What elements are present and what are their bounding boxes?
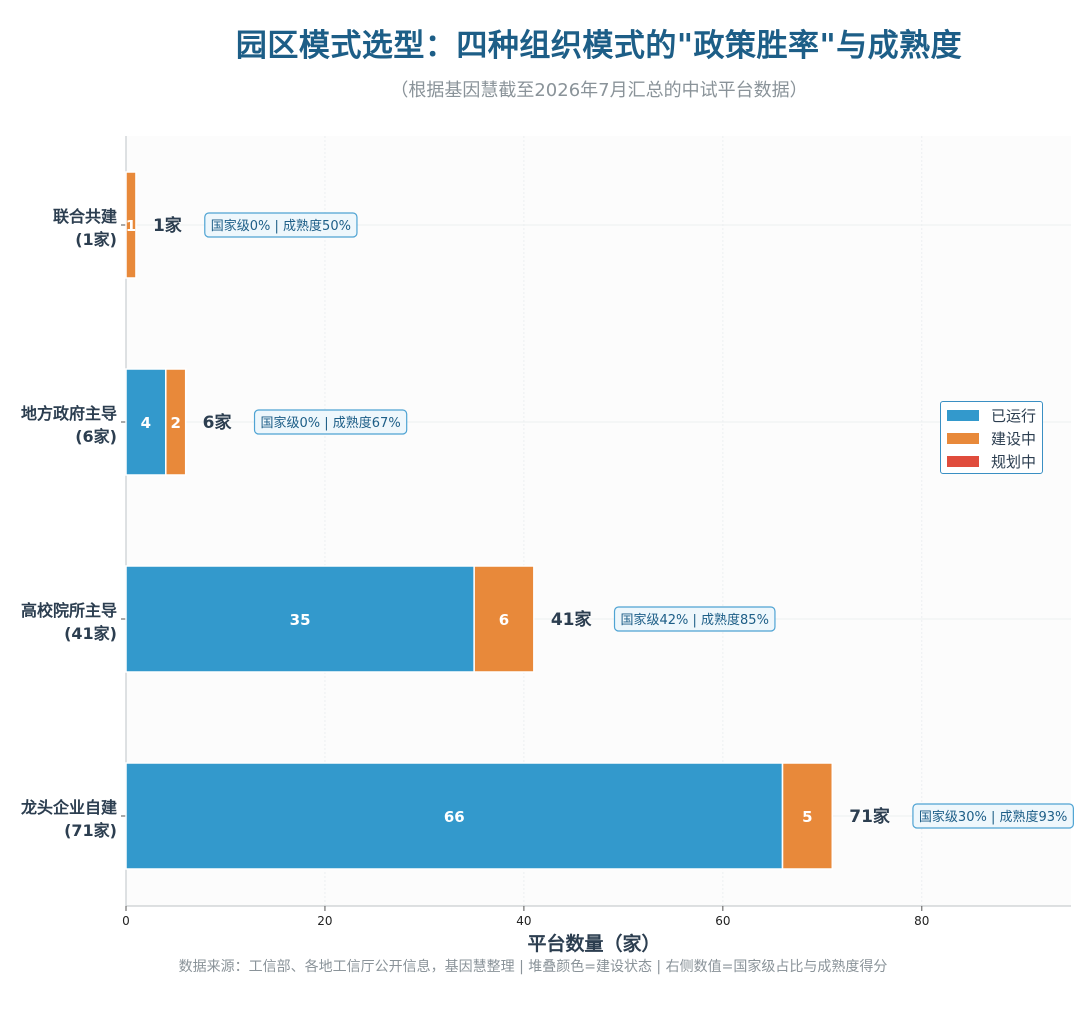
category-count-label: (71家) <box>64 821 117 840</box>
category-label: 地方政府主导 <box>21 404 117 423</box>
bar-value-label: 66 <box>444 808 465 826</box>
chart-title: 园区模式选型：四种组织模式的"政策胜率"与成熟度 <box>235 28 963 64</box>
bar-segment <box>473 565 535 673</box>
legend-label-running: 已运行 <box>991 406 1037 425</box>
legend-swatch-building <box>947 432 979 444</box>
legend-swatch-running <box>947 409 979 421</box>
x-tick-label: 20 <box>317 914 332 928</box>
bar-value-label: 1 <box>126 217 136 235</box>
maturity-annotation: 国家级0% | 成熟度67% <box>253 409 408 435</box>
annotation-box <box>912 803 1074 829</box>
annotation-box <box>204 212 358 238</box>
total-label: 71家 <box>849 806 890 827</box>
bar-segment <box>125 762 784 870</box>
annotation-text: 国家级0% | 成熟度67% <box>261 415 401 431</box>
legend: 已运行 建设中 规划中 <box>940 401 1043 474</box>
x-tick-label: 0 <box>122 914 130 928</box>
category-label: 龙头企业自建 <box>20 798 117 817</box>
bar-segment <box>165 368 187 476</box>
maturity-annotation: 国家级30% | 成熟度93% <box>912 803 1074 829</box>
x-tick-label: 40 <box>516 914 531 928</box>
annotation-text: 国家级30% | 成熟度93% <box>919 809 1067 825</box>
category-count-label: (41家) <box>64 624 117 643</box>
bar-segment <box>125 368 167 476</box>
bar-value-label: 4 <box>141 414 151 432</box>
annotation-box <box>613 606 776 632</box>
bar-segment <box>781 762 834 870</box>
bar-value-label: 2 <box>171 414 181 432</box>
annotation-text: 国家级0% | 成熟度50% <box>211 218 351 234</box>
footer-source: 数据来源：工信部、各地工信厅公开信息，基因慧整理 | 堆叠颜色=建设状态 | 右… <box>178 959 888 975</box>
legend-label-planning: 规划中 <box>991 452 1037 471</box>
bar-segment <box>125 565 475 673</box>
total-label: 6家 <box>203 412 232 433</box>
maturity-annotation: 国家级0% | 成熟度50% <box>204 212 358 238</box>
chart-subtitle: （根据基因慧截至2026年7月汇总的中试平台数据） <box>390 80 808 101</box>
legend-label-building: 建设中 <box>991 429 1037 448</box>
x-tick-label: 80 <box>914 914 929 928</box>
bar-segment <box>125 171 137 279</box>
x-tick-label: 60 <box>715 914 730 928</box>
maturity-annotation: 国家级42% | 成熟度85% <box>613 606 776 632</box>
bar-value-label: 5 <box>802 808 812 826</box>
category-label: 联合共建 <box>53 207 117 226</box>
legend-swatch-planning <box>947 455 979 467</box>
legend-item-running: 已运行 <box>947 405 1036 425</box>
category-count-label: (1家) <box>75 230 117 249</box>
category-count-label: (6家) <box>75 427 117 446</box>
bar-value-label: 35 <box>290 611 311 629</box>
annotation-box <box>253 409 408 435</box>
total-label: 41家 <box>551 609 592 630</box>
total-label: 1家 <box>153 215 182 236</box>
legend-item-planning: 规划中 <box>947 451 1036 471</box>
category-label: 高校院所主导 <box>21 601 117 620</box>
annotation-text: 国家级42% | 成熟度85% <box>621 612 769 628</box>
bar-value-label: 6 <box>499 611 509 629</box>
x-axis-label: 平台数量（家） <box>527 933 661 955</box>
legend-item-building: 建设中 <box>947 428 1036 448</box>
